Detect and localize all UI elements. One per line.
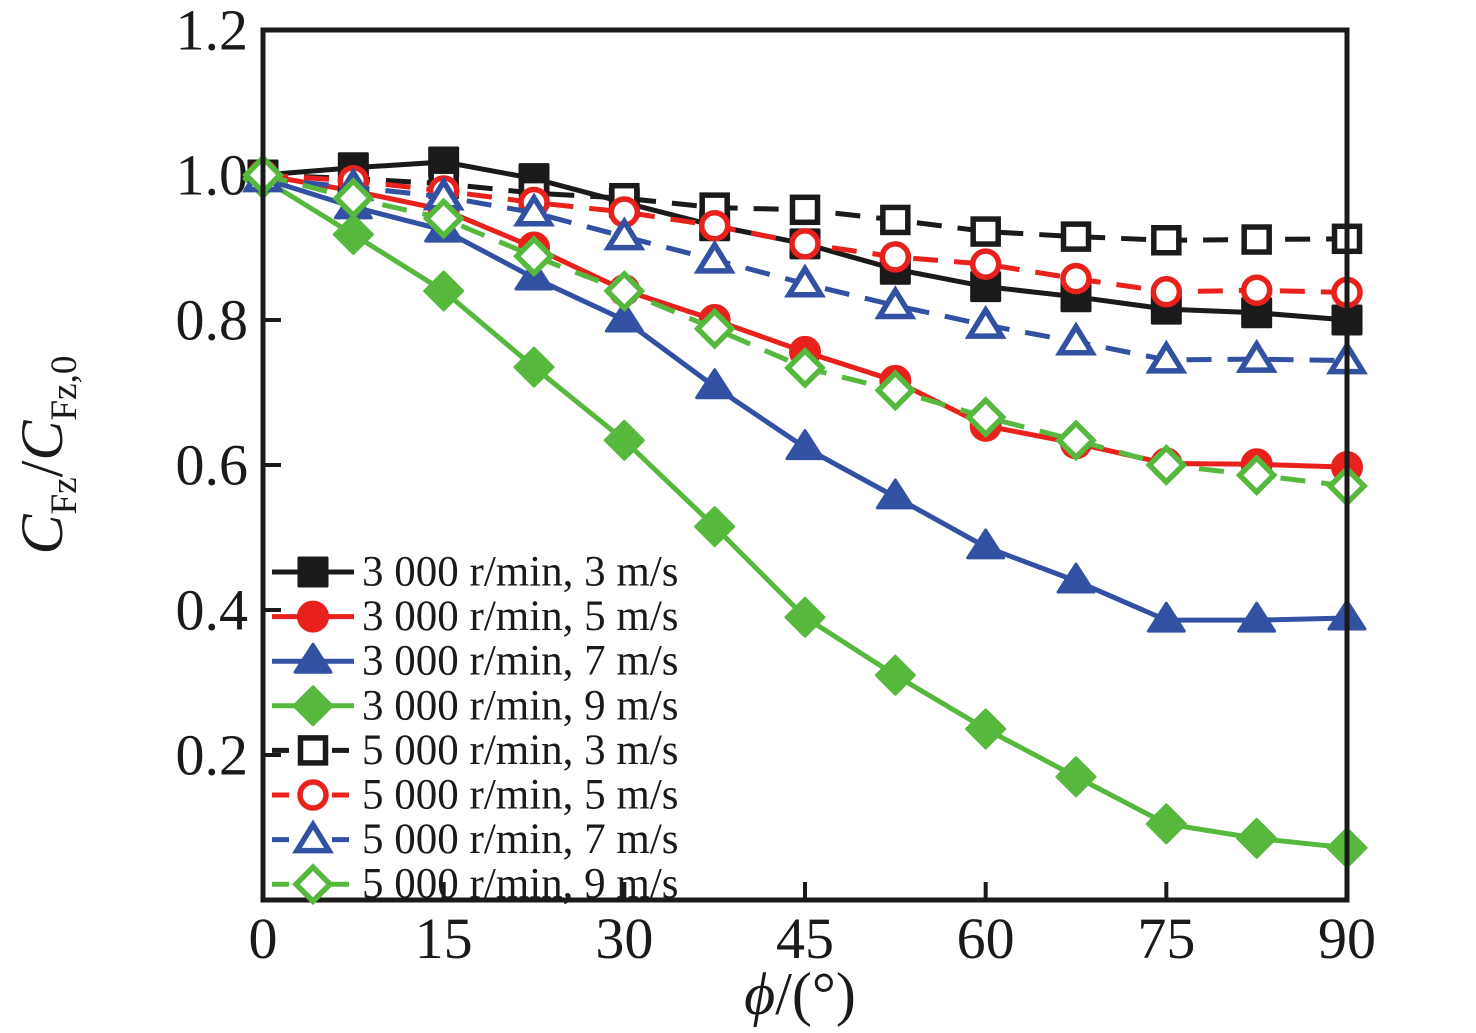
data-point-marker <box>513 235 555 278</box>
legend-label: 5 000 r/min, 9 m/s <box>362 861 679 908</box>
series-3-000-r-min-9-m-s <box>242 158 1368 869</box>
legend-item: 5 000 r/min, 3 m/s <box>272 727 679 774</box>
legend-marker <box>293 642 333 674</box>
legend-label: 5 000 r/min, 3 m/s <box>362 727 679 774</box>
data-point-marker <box>604 301 644 333</box>
data-point-marker <box>1055 756 1097 798</box>
y-tick-label: 1.2 <box>176 0 249 63</box>
y-tick-label: 0.4 <box>176 578 249 643</box>
data-point-marker <box>1145 339 1188 374</box>
data-point-marker <box>603 216 646 251</box>
data-point-marker <box>1240 274 1273 307</box>
data-point-marker <box>784 596 826 638</box>
data-point-marker <box>1145 803 1187 845</box>
legend-item: 5 000 r/min, 7 m/s <box>272 816 679 863</box>
legend-item: 5 000 r/min, 9 m/s <box>272 861 679 908</box>
legend-item: 3 000 r/min, 9 m/s <box>272 682 679 729</box>
data-point-marker <box>966 528 1006 560</box>
legend-item: 5 000 r/min, 5 m/s <box>272 772 679 819</box>
data-point-marker <box>1145 444 1188 486</box>
y-tick-label: 0.2 <box>176 723 249 788</box>
data-point-marker <box>1150 275 1183 308</box>
x-tick-label: 45 <box>776 906 834 971</box>
data-point-marker <box>1055 321 1097 356</box>
legend-item: 3 000 r/min, 3 m/s <box>272 549 679 596</box>
y-tick-label: 0.8 <box>176 288 249 353</box>
data-point-marker <box>693 239 736 274</box>
x-tick-label: 30 <box>595 906 653 971</box>
y-tick-label: 1.0 <box>176 143 249 208</box>
legend-marker <box>297 735 329 766</box>
data-point-marker <box>1060 262 1092 295</box>
legend-marker <box>292 819 334 854</box>
x-tick-label: 15 <box>415 906 473 971</box>
legend-label: 3 000 r/min, 7 m/s <box>362 638 679 685</box>
data-point-marker <box>789 228 821 260</box>
data-point-marker <box>513 346 555 388</box>
data-point-marker <box>1151 225 1182 256</box>
legend-label: 5 000 r/min, 7 m/s <box>362 816 679 863</box>
legend-marker <box>297 600 329 633</box>
x-tick-label: 75 <box>1137 906 1195 971</box>
data-point-marker <box>964 396 1007 439</box>
legend-label: 3 000 r/min, 5 m/s <box>362 593 679 640</box>
x-tick-label: 60 <box>957 906 1015 971</box>
data-point-marker <box>970 216 1001 247</box>
data-point-marker <box>603 270 646 312</box>
x-tick-label: 0 <box>249 906 278 971</box>
data-point-marker <box>1236 817 1278 859</box>
legend-item: 3 000 r/min, 7 m/s <box>272 638 679 685</box>
data-point-marker <box>969 248 1002 280</box>
data-point-marker <box>698 210 731 242</box>
x-axis-title: ϕ/(°) <box>744 961 856 1027</box>
data-point-marker <box>422 197 465 240</box>
data-point-marker <box>874 654 916 696</box>
data-point-marker <box>1056 562 1096 594</box>
legend-marker <box>297 779 329 811</box>
series-5-000-r-min-9-m-s <box>242 154 1368 507</box>
data-point-marker <box>880 204 911 236</box>
data-point-marker <box>785 429 825 461</box>
data-point-marker <box>603 419 645 461</box>
data-point-marker <box>695 368 735 400</box>
legend-item: 3 000 r/min, 5 m/s <box>272 593 679 640</box>
data-point-marker <box>1146 601 1186 633</box>
data-point-marker <box>784 346 826 389</box>
data-point-marker <box>789 194 821 226</box>
x-tick-label: 90 <box>1318 906 1376 971</box>
data-point-marker <box>423 270 465 312</box>
data-point-marker <box>513 192 555 227</box>
legend-label: 3 000 r/min, 9 m/s <box>362 682 679 729</box>
y-tick-label: 0.6 <box>176 433 249 498</box>
legend-label: 3 000 r/min, 3 m/s <box>362 549 679 596</box>
data-point-marker <box>1235 338 1278 373</box>
legend-marker <box>292 685 334 727</box>
data-point-marker <box>694 506 736 548</box>
data-point-marker <box>879 241 912 273</box>
data-point-marker <box>964 304 1007 339</box>
data-point-marker <box>332 177 375 220</box>
legend-marker <box>292 863 334 906</box>
data-point-marker <box>1235 454 1278 497</box>
data-point-marker <box>332 213 374 255</box>
legend-marker <box>297 556 329 588</box>
y-axis-title: CFz/CFz,0 <box>9 356 85 555</box>
data-point-marker <box>784 263 826 298</box>
data-point-marker <box>1237 601 1277 633</box>
data-point-marker <box>1060 221 1092 252</box>
data-point-marker <box>875 478 915 510</box>
legend: 3 000 r/min, 3 m/s3 000 r/min, 5 m/s3 00… <box>272 549 679 908</box>
data-point-marker <box>693 307 736 350</box>
data-point-marker <box>965 708 1007 750</box>
data-point-marker <box>1241 224 1272 255</box>
plot-border <box>260 27 1350 903</box>
data-point-marker <box>1055 419 1097 462</box>
axis-ticks: 0 15 30 45 60 75 90 0.2 0.4 0.6 0.8 1.0 1.2 <box>176 0 1377 971</box>
legend-label: 5 000 r/min, 5 m/s <box>362 772 679 819</box>
data-point-marker <box>874 285 917 320</box>
data-point-marker <box>874 369 917 412</box>
